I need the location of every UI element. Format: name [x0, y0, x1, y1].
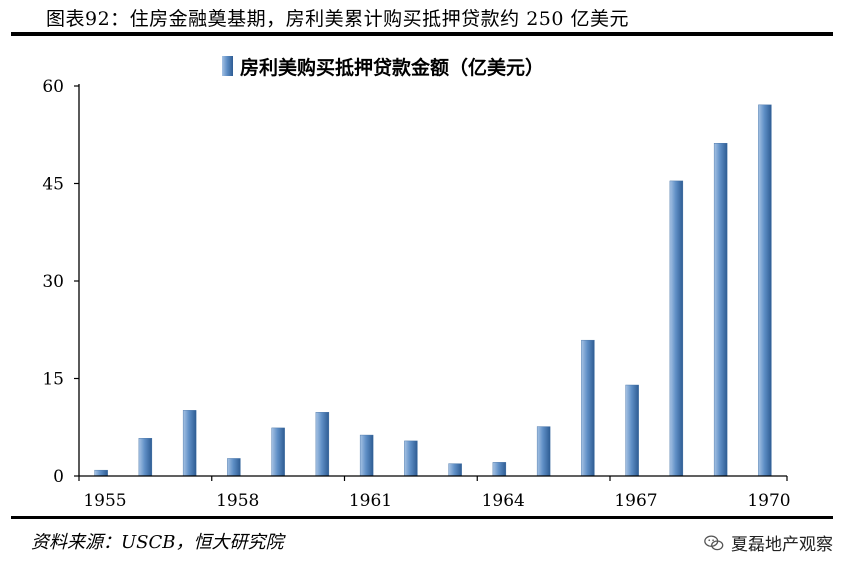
bar-1959	[271, 427, 285, 477]
top-rule	[11, 32, 833, 36]
bar-1968	[669, 180, 684, 477]
x-tick-label: 1964	[482, 491, 525, 511]
bar-1967	[625, 384, 639, 477]
legend-swatch	[222, 56, 233, 76]
bars-group	[94, 104, 772, 477]
source-note: 资料来源：USCB，恒大研究院	[31, 532, 284, 553]
legend: 房利美购买抵押贷款金额（亿美元）	[222, 56, 544, 79]
bar-1962	[404, 440, 418, 477]
x-tick-label: 1967	[614, 491, 657, 511]
y-tick-label: 30	[42, 272, 64, 292]
bar-1955	[94, 469, 108, 477]
brand-watermark: 夏磊地产观察	[703, 530, 833, 555]
chart-title: 图表92：住房金融奠基期，房利美累计购买抵押贷款约 250 亿美元	[46, 8, 630, 30]
legend-label: 房利美购买抵押贷款金额（亿美元）	[240, 56, 544, 79]
bar-1964	[492, 462, 507, 477]
y-tick-label: 60	[42, 77, 64, 97]
bar-1969	[713, 142, 728, 477]
bar-1965	[536, 426, 551, 477]
x-tick-label: 1958	[216, 491, 259, 511]
x-tick-label: 1970	[747, 491, 790, 511]
bottom-rule	[11, 516, 833, 519]
bar-1963	[448, 463, 462, 477]
y-tick-label: 15	[42, 370, 64, 390]
y-tick-label: 0	[53, 467, 64, 487]
brand-name: 夏磊地产观察	[731, 535, 833, 555]
x-ticks: 1955 1958 1961 1964 1967 1970	[78, 476, 791, 511]
x-tick-label: 1955	[83, 491, 126, 511]
y-tick-label: 45	[42, 175, 64, 195]
wechat-icon	[704, 534, 724, 550]
bar-1960	[315, 412, 330, 477]
bar-1958	[227, 458, 241, 477]
x-tick-label: 1961	[349, 491, 392, 511]
bar-1957	[182, 410, 197, 477]
bar-1970	[758, 104, 772, 477]
bar-1956	[138, 438, 153, 477]
y-ticks: 0 15 30 45 60	[42, 77, 79, 487]
bar-1961	[359, 434, 374, 477]
bar-1966	[581, 339, 595, 477]
